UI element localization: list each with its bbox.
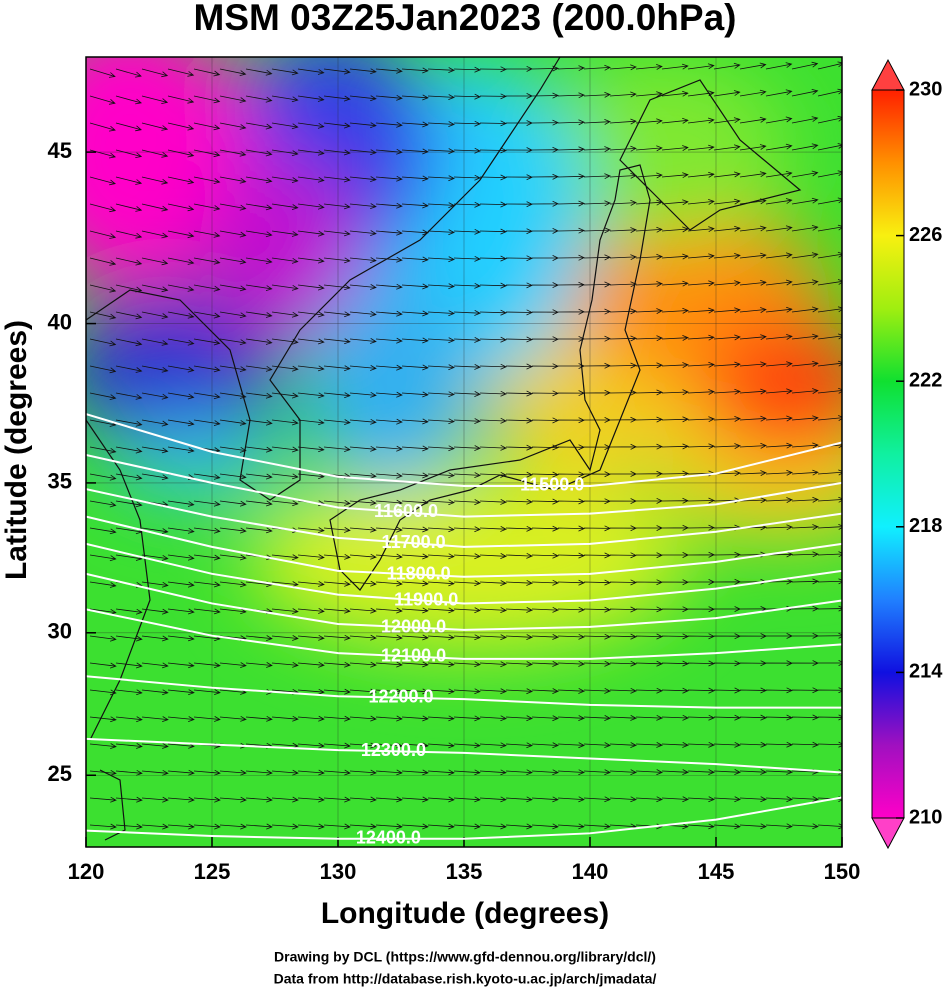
x-tick-label: 135 — [446, 859, 483, 884]
title: MSM 03Z25Jan2023 (200.0hPa) — [194, 0, 737, 38]
colorbar-tick-label: 218 — [909, 515, 942, 537]
contours: 11500.0 11600.0 11700.0 11800.0 11900.0 12000… — [86, 413, 842, 848]
contour-label: 11900.0 — [394, 590, 458, 610]
colorbar-tick-label: 230 — [909, 78, 942, 100]
contour-line — [86, 515, 842, 578]
y-tick-label: 25 — [48, 761, 72, 786]
colorbar-top-arrow — [871, 58, 905, 91]
contour-label: 12300.0 — [361, 740, 426, 760]
contour-label: 11500.0 — [520, 475, 584, 495]
field-blobs — [86, 57, 842, 650]
contour-line — [86, 488, 842, 548]
contour-line — [86, 413, 842, 487]
x-tick-label: 145 — [698, 859, 735, 884]
contour-line — [86, 542, 842, 605]
contour-label: 12400.0 — [356, 828, 421, 848]
x-axis-label: Longitude (degrees) — [321, 897, 609, 930]
y-tick-label: 40 — [48, 309, 72, 334]
colorbar-tick-label: 222 — [909, 369, 942, 391]
contour-label: 11700.0 — [382, 532, 446, 552]
contour-label: 11800.0 — [387, 563, 451, 583]
colorbar-bottom-arrow — [871, 817, 905, 850]
contour-label: 11600.0 — [374, 501, 438, 521]
colorbar-bar — [871, 89, 905, 819]
contour-label: 12200.0 — [368, 686, 433, 706]
coastline — [329, 79, 802, 591]
credit: Data from http://database.rish.kyoto-u.a… — [274, 971, 657, 987]
y-axis-label: Latitude (degrees) — [0, 320, 33, 580]
colorbar-tick-label: 210 — [909, 806, 942, 828]
field — [86, 57, 842, 847]
contour-label: 12100.0 — [381, 645, 446, 665]
x-tick-label: 125 — [194, 859, 231, 884]
x-tick-label: 130 — [320, 859, 357, 884]
contour-line — [86, 454, 842, 518]
x-tick-label: 140 — [572, 859, 609, 884]
contour-line — [86, 675, 842, 709]
contour-line — [86, 608, 842, 660]
colorbar-tick-label: 226 — [909, 224, 942, 246]
x-tick-label: 150 — [824, 859, 861, 884]
contour-line — [86, 796, 842, 840]
credit: Drawing by DCL (https://www.gfd-dennou.o… — [274, 949, 656, 965]
contour-label: 12000.0 — [381, 616, 446, 636]
colorbar-tick-label: 214 — [909, 661, 943, 683]
plot-frame — [85, 56, 843, 848]
contour-line — [86, 572, 842, 631]
y-tick-label: 30 — [48, 619, 72, 644]
y-tick-label: 45 — [48, 138, 72, 163]
y-tick-label: 35 — [48, 469, 72, 494]
contour-line — [86, 737, 842, 774]
colorbar — [871, 58, 905, 850]
x-tick-label: 120 — [68, 859, 105, 884]
